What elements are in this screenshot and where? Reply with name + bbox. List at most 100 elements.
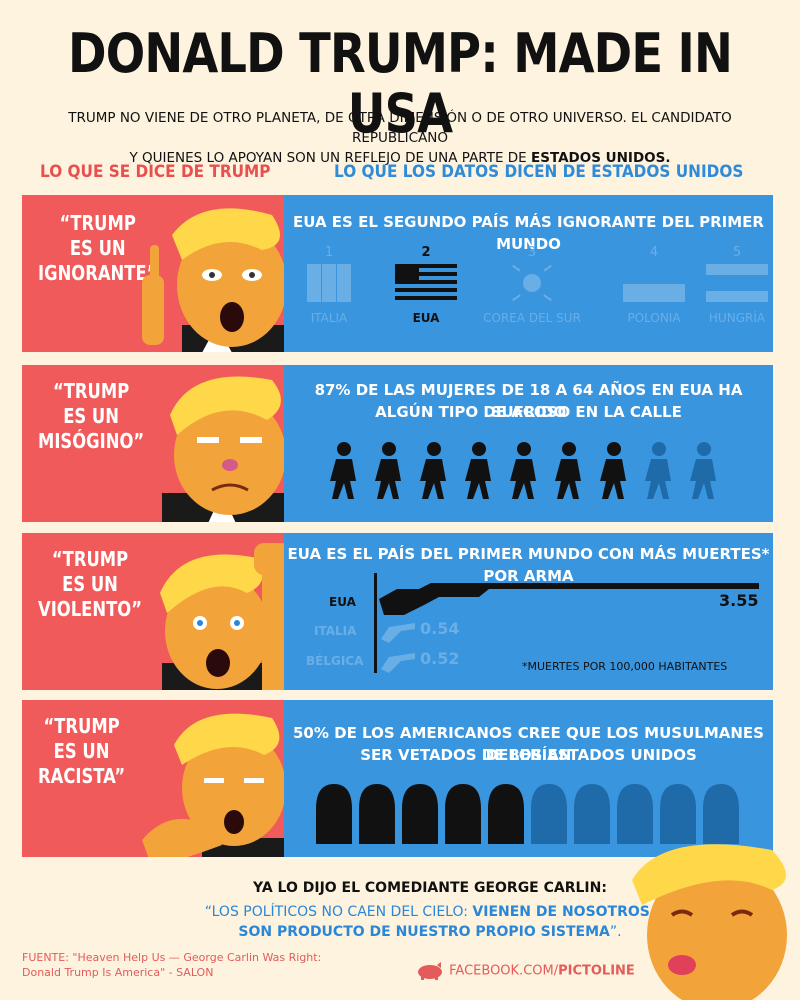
fact-text-line-1: 50% DE LOS AMERICANOS CREE QUE LOS MUSUL… <box>293 724 764 764</box>
trump-laughing-icon <box>632 844 787 1000</box>
fact-panel: 87% DE LAS MUJERES DE 18 A 64 AÑOS EN EU… <box>284 365 773 522</box>
source-citation: FUENTE: "Heaven Help Us — George Carlin … <box>22 950 321 980</box>
rank-item-south-korea: 3 COREA DEL SUR <box>472 245 592 325</box>
subtitle-line-2-text: Y QUIENES LO APOYAN SON UN REFLEJO DE UN… <box>129 150 531 166</box>
gun-value-italy: 0.54 <box>420 619 460 638</box>
walking-woman-icon <box>420 442 446 499</box>
row-ignorant: “TRUMP ES UN IGNORANTE” EUA ES EL SEGUND… <box>22 195 773 352</box>
claim-quote: “TRUMP ES UN RACISTA” <box>38 714 126 788</box>
footer-quote: “LOS POLÍTICOS NO CAEN DEL CIELO: VIENEN… <box>150 902 710 942</box>
row-racist: “TRUMP ES UN RACISTA” 50% DE LOS AMERICA… <box>22 700 773 857</box>
facebook-brand: PICTOLINE <box>558 963 635 979</box>
source-line-2: Donald Trump Is America" - SALON <box>22 966 214 979</box>
trump-caricature-icon <box>142 713 284 857</box>
subtitle-emphasis: ESTADOS UNIDOS. <box>531 150 671 166</box>
fact-panel: 50% DE LOS AMERICANOS CREE QUE LOS MUSUL… <box>284 700 773 857</box>
claim-panel: “TRUMP ES UN IGNORANTE” <box>22 195 284 352</box>
revolver-icon <box>381 623 415 643</box>
pig-logo-icon <box>418 962 442 980</box>
subtitle-line-1: TRUMP NO VIENE DE OTRO PLANETA, DE OTRA … <box>68 110 732 146</box>
quote-text: “LOS POLÍTICOS NO CAEN DEL CIELO: <box>204 904 473 920</box>
subtitle-line-2: Y QUIENES LO APOYAN SON UN REFLEJO DE UN… <box>20 148 780 168</box>
source-line-1: FUENTE: "Heaven Help Us — George Carlin … <box>22 951 322 964</box>
fact-text: EUA ES EL PAÍS DEL PRIMER MUNDO CON MÁS … <box>287 545 770 585</box>
south-korea-flag-icon <box>512 264 552 302</box>
veiled-figure-icon <box>488 784 524 844</box>
walking-woman-icon <box>375 442 401 499</box>
walking-woman-icon <box>330 442 356 499</box>
pictogram-veiled-figures <box>316 784 739 844</box>
country-label: EUA <box>412 311 440 325</box>
page-title: DONALD TRUMP: MADE IN USA <box>68 22 733 145</box>
row-misogynist: “TRUMP ES UN MISÓGINO” 87% DE LAS MUJERE… <box>22 365 773 522</box>
veiled-figure-icon <box>703 784 739 844</box>
country-label: HUNGRÍA <box>708 311 766 325</box>
veiled-figure-icon <box>660 784 696 844</box>
quote-end: ”. <box>609 924 622 940</box>
footer-lead: YA LO DIJO EL COMEDIANTE GEORGE CARLIN: <box>150 880 710 896</box>
footer-lead-text: YA LO DIJO EL COMEDIANTE <box>253 880 474 896</box>
facebook-prefix: FACEBOOK.COM/ <box>449 963 559 979</box>
rank-number: 4 <box>649 245 659 260</box>
fact-text-line-1: 87% DE LAS MUJERES DE 18 A 64 AÑOS EN EU… <box>314 381 743 421</box>
veiled-figure-icon <box>445 784 481 844</box>
fact-text: EUA ES EL SEGUNDO PAÍS MÁS IGNORANTE DEL… <box>293 213 764 253</box>
gun-label-usa: EUA <box>329 595 356 609</box>
country-label: COREA DEL SUR <box>483 311 581 325</box>
row-violent: “TRUMP ES UN VIOLENTO” EUA ES EL PAÍS DE… <box>22 533 773 690</box>
claim-quote: “TRUMP ES UN MISÓGINO” <box>38 379 145 453</box>
poland-flag-icon <box>623 284 685 302</box>
trump-caricature-icon <box>162 376 284 522</box>
veiled-figure-icon <box>531 784 567 844</box>
gun-value-usa: 3.55 <box>719 591 759 610</box>
walking-woman-icon <box>465 442 491 499</box>
fact-panel: EUA ES EL SEGUNDO PAÍS MÁS IGNORANTE DEL… <box>284 195 773 352</box>
gun-value-belgium: 0.52 <box>420 649 460 668</box>
rank-number: 5 <box>732 245 742 260</box>
veiled-figure-icon <box>316 784 352 844</box>
rank-number: 1 <box>324 245 334 260</box>
footer-quote-line-2: SON PRODUCTO DE NUESTRO PROPIO SISTEMA”. <box>150 922 710 942</box>
facebook-link[interactable]: FACEBOOK.COM/PICTOLINE <box>415 962 635 980</box>
quote-emphasis: VIENEN DE NOSOTROS. <box>472 904 656 920</box>
hungary-flag-icon <box>706 264 768 302</box>
fact-text-line-2: ALGÚN TIPO DE ACOSO EN LA CALLE <box>375 403 682 421</box>
veiled-figure-icon <box>574 784 610 844</box>
revolver-icon <box>381 653 415 673</box>
rank-item-usa: 2 EUA <box>381 245 471 325</box>
trump-caricature-icon <box>142 208 284 352</box>
pictogram-walking-women <box>330 442 716 499</box>
footer-quote-line-1: “LOS POLÍTICOS NO CAEN DEL CIELO: VIENEN… <box>150 902 710 922</box>
gun-label-belgium: BÉLGICA <box>306 654 364 668</box>
gun-label-italy: ITALIA <box>314 624 357 638</box>
trump-caricature-icon <box>160 543 284 690</box>
claim-quote: “TRUMP ES UN VIOLENTO” <box>38 547 143 621</box>
walking-woman-icon <box>645 442 671 499</box>
rank-number: 2 <box>421 245 431 260</box>
italy-flag-icon <box>307 264 351 302</box>
country-label: POLONIA <box>627 311 681 325</box>
right-column-heading: LO QUE LOS DATOS DICEN DE ESTADOS UNIDOS <box>334 162 744 182</box>
shotgun-icon <box>379 583 759 615</box>
walking-woman-icon <box>690 442 716 499</box>
rank-item-hungary: 5 HUNGRÍA <box>692 245 773 325</box>
country-label: ITALIA <box>310 311 348 325</box>
rank-item-poland: 4 POLONIA <box>609 245 699 325</box>
gun-chart-axis <box>374 573 377 673</box>
claim-quote: “TRUMP ES UN IGNORANTE” <box>38 211 158 285</box>
walking-woman-icon <box>600 442 626 499</box>
claim-panel: “TRUMP ES UN RACISTA” <box>22 700 284 857</box>
walking-woman-icon <box>510 442 536 499</box>
page-subtitle: TRUMP NO VIENE DE OTRO PLANETA, DE OTRA … <box>20 108 780 168</box>
quote-emphasis-2: SON PRODUCTO DE NUESTRO PROPIO SISTEMA <box>238 924 610 940</box>
gun-footnote: *MUERTES POR 100,000 HABITANTES <box>522 660 728 673</box>
footer-lead-name: GEORGE CARLIN: <box>473 880 607 896</box>
veiled-figure-icon <box>359 784 395 844</box>
claim-panel: “TRUMP ES UN MISÓGINO” <box>22 365 284 522</box>
walking-woman-icon <box>555 442 581 499</box>
veiled-figure-icon <box>617 784 653 844</box>
left-column-heading: LO QUE SE DICE DE TRUMP <box>40 162 271 182</box>
fact-text-line-2: SER VETADOS DE LOS ESTADOS UNIDOS <box>360 746 697 764</box>
rank-item-italy: 1 ITALIA <box>284 245 374 325</box>
fact-panel: EUA ES EL PAÍS DEL PRIMER MUNDO CON MÁS … <box>284 533 773 690</box>
